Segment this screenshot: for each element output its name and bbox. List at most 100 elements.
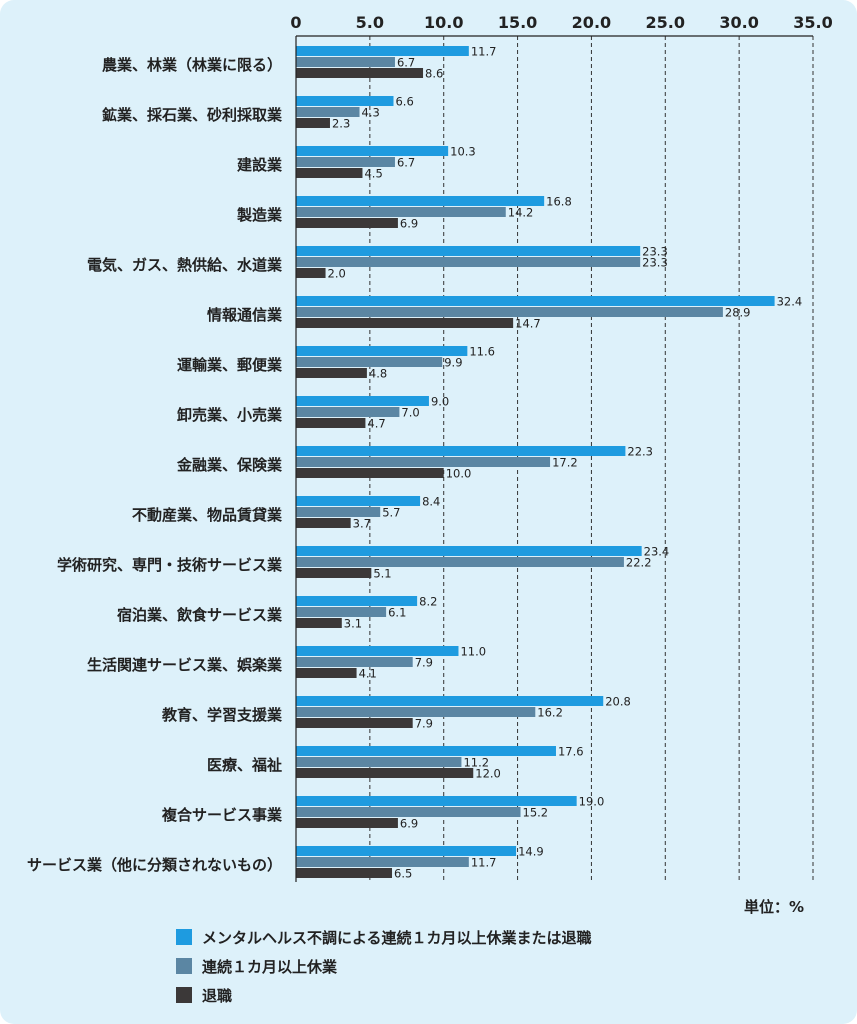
bar-series-2 — [296, 157, 395, 167]
data-label: 16.2 — [537, 706, 563, 720]
bar-series-1 — [296, 796, 577, 806]
bar-series-3 — [296, 418, 366, 428]
data-label: 22.2 — [626, 556, 652, 570]
data-label: 23.3 — [642, 245, 668, 259]
data-label: 10.0 — [446, 467, 472, 481]
data-label: 14.7 — [515, 317, 541, 331]
data-label: 5.7 — [382, 506, 400, 520]
category-label: サービス業（他に分類されないもの） — [27, 856, 282, 874]
bar-series-3 — [296, 568, 372, 578]
data-label: 16.8 — [546, 195, 572, 209]
bar-series-3 — [296, 668, 357, 678]
legend-swatch-2 — [176, 958, 192, 974]
category-label: 農業、林業（林業に限る） — [102, 56, 282, 74]
category-label: 製造業 — [236, 206, 283, 224]
data-label: 20.8 — [605, 695, 631, 709]
data-label: 32.4 — [777, 295, 803, 309]
category-label: 卸売業、小売業 — [177, 406, 283, 424]
data-label: 19.0 — [579, 795, 605, 809]
bar-series-2 — [296, 207, 506, 217]
data-label: 8.2 — [419, 595, 437, 609]
legend: メンタルヘルス不調による連続１カ月以上休業または退職 連続１カ月以上休業 退職 — [176, 925, 592, 1012]
data-label: 6.9 — [400, 217, 418, 231]
bar-series-3 — [296, 518, 351, 528]
data-label: 7.0 — [401, 406, 419, 420]
bar-series-1 — [296, 296, 775, 306]
unit-label: 単位：% — [744, 898, 805, 916]
x-tick-label: 5.0 — [356, 13, 384, 32]
bar-series-2 — [296, 357, 443, 367]
data-label: 8.4 — [422, 495, 440, 509]
x-tick-label: 25.0 — [646, 13, 685, 32]
bar-series-1 — [296, 46, 469, 56]
legend-label-1: メンタルヘルス不調による連続１カ月以上休業または退職 — [202, 928, 592, 947]
bar-series-1 — [296, 496, 421, 506]
data-label: 8.6 — [425, 67, 443, 81]
bar-series-2 — [296, 107, 360, 117]
bar-series-1 — [296, 346, 468, 356]
bar-series-3 — [296, 618, 342, 628]
data-label: 2.0 — [328, 267, 346, 281]
bar-series-2 — [296, 507, 381, 517]
bar-series-2 — [296, 707, 536, 717]
bar-chart: 0 5.0 10.0 15.0 20.0 25.0 30.0 35.0 農業、林業（林業に限る）… — [27, 13, 833, 882]
x-tick-label: 20.0 — [572, 13, 611, 32]
data-label: 17.2 — [552, 456, 578, 470]
bar-series-2 — [296, 657, 413, 667]
bar-series-1 — [296, 746, 556, 756]
data-label: 7.9 — [415, 656, 433, 670]
category-label: 電気、ガス、熱供給、水道業 — [87, 256, 283, 274]
data-label: 15.2 — [523, 806, 549, 820]
bar-series-3 — [296, 68, 424, 78]
data-label: 28.9 — [725, 306, 751, 320]
bar-series-2 — [296, 757, 462, 767]
legend-item-2: 連続１カ月以上休業 — [176, 954, 592, 978]
bar-series-2 — [296, 607, 387, 617]
data-label: 11.6 — [469, 345, 495, 359]
category-label: 金融業、保険業 — [176, 456, 283, 474]
bar-series-3 — [296, 168, 363, 178]
data-label: 6.1 — [388, 606, 406, 620]
bar-series-2 — [296, 407, 400, 417]
data-label: 6.5 — [394, 867, 412, 881]
bar-series-3 — [296, 768, 474, 778]
bar-series-2 — [296, 807, 521, 817]
bar-series-1 — [296, 196, 545, 206]
data-label: 11.2 — [463, 756, 489, 770]
bar-series-2 — [296, 307, 723, 317]
legend-swatch-1 — [176, 929, 192, 945]
x-tick-label: 35.0 — [793, 13, 832, 32]
data-label: 11.7 — [471, 45, 497, 59]
bar-series-3 — [296, 868, 393, 878]
bar-series-3 — [296, 818, 398, 828]
legend-swatch-3 — [176, 987, 192, 1003]
bar-series-1 — [296, 696, 604, 706]
legend-label-2: 連続１カ月以上休業 — [202, 957, 338, 976]
data-label: 6.6 — [395, 95, 413, 109]
category-label: 不動産業、物品賃貸業 — [132, 506, 283, 524]
bar-series-1 — [296, 846, 517, 856]
category-label: 教育、学習支援業 — [161, 706, 283, 724]
data-label: 17.6 — [558, 745, 584, 759]
data-label: 11.0 — [460, 645, 486, 659]
data-label: 14.2 — [508, 206, 534, 220]
bar-series-3 — [296, 118, 330, 128]
data-label: 10.3 — [450, 145, 476, 159]
x-tick-label: 30.0 — [719, 13, 758, 32]
data-label: 11.7 — [471, 856, 497, 870]
category-label: 鉱業、採石業、砂利採取業 — [102, 106, 283, 124]
x-tick-label: 10.0 — [424, 13, 463, 32]
data-label: 4.7 — [367, 417, 385, 431]
category-label: 生活関連サービス業、娯楽業 — [87, 656, 283, 674]
bar-series-1 — [296, 546, 642, 556]
bar-series-3 — [296, 218, 398, 228]
data-label: 3.1 — [344, 617, 362, 631]
data-label: 4.8 — [369, 367, 387, 381]
x-tick-label: 15.0 — [498, 13, 537, 32]
data-label: 6.7 — [397, 156, 415, 170]
bar-series-1 — [296, 646, 459, 656]
legend-item-3: 退職 — [176, 983, 592, 1007]
category-label: 医療、福祉 — [207, 756, 282, 774]
category-label: 宿泊業、飲食サービス業 — [117, 606, 283, 624]
data-label: 23.4 — [644, 545, 670, 559]
